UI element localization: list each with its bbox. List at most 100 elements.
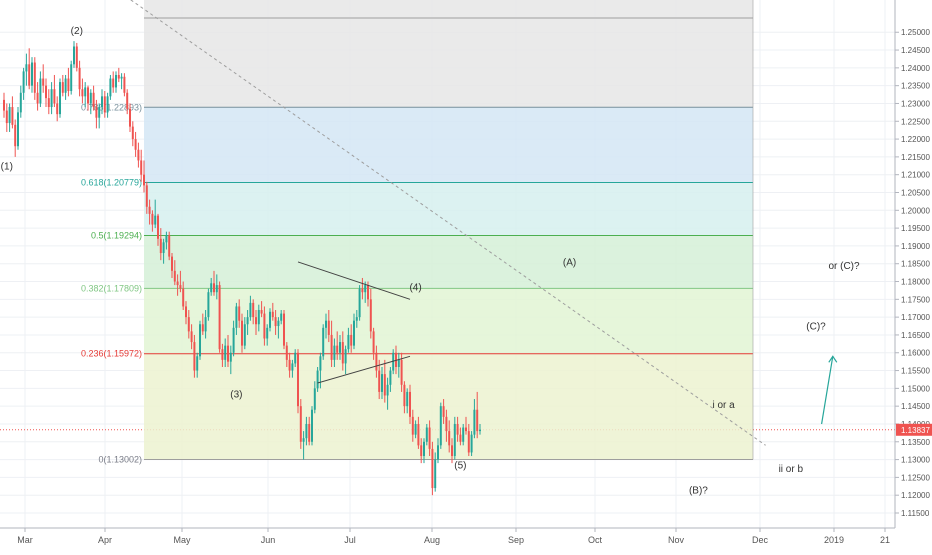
candle-body [260,310,263,314]
candle-body [283,313,285,346]
candle-body [353,320,355,346]
candle-body [221,349,224,360]
candle-body [61,82,64,93]
candle-body [325,320,327,328]
time-tick-label: Jun [261,535,276,545]
time-tick-label: Sep [508,535,524,545]
candle-body [14,124,17,147]
candle-body [126,92,129,109]
candle-body [355,317,358,321]
candle-body [255,317,257,325]
candle-body [316,370,319,389]
price-tick-label: 1.15000 [901,384,930,393]
candle-body [241,320,243,346]
candle-body [168,235,171,257]
candle-body [350,334,353,346]
candle-body [246,317,249,325]
candle-body [479,429,481,432]
candle-body [162,242,165,254]
candle-body [73,46,75,65]
fibonacci-retracement[interactable]: 0.786(1.22893) 0.618(1.20779) 0.5(1.19294)… [81,0,754,465]
candle-body [148,206,151,214]
candle-body [151,213,154,225]
candle-body [103,96,106,113]
wave-label: (5) [454,460,466,471]
candle-body [291,363,294,371]
candle-body [266,327,269,339]
candle-body [224,345,227,360]
price-tick-label: 1.14500 [901,402,930,411]
candle-body [434,459,437,489]
candle-body [280,313,283,321]
candle-body [201,324,204,332]
candle-body [302,438,305,442]
last-price-badge [896,423,932,436]
candle-body [117,74,120,79]
candle-body [199,324,201,357]
price-tick-label: 1.19500 [901,224,930,233]
fib-zone [144,288,753,354]
candle-body [123,76,126,93]
candle-body [193,342,196,371]
candle-body [269,311,271,328]
candle-body [78,67,81,90]
time-tick-label: Apr [98,535,112,545]
fib-zone [144,182,753,236]
candle-body [53,89,56,104]
candle-body [442,406,445,417]
time-tick-label: Jul [344,535,356,545]
fib-zone [144,18,753,108]
candle-body [308,423,311,442]
fib-level-label: 0.618(1.20779) [81,178,142,188]
candle-body [364,285,367,293]
candle-body [473,409,476,435]
candle-body [36,92,39,104]
candle-body [8,107,11,124]
price-tick-label: 1.20000 [901,206,930,215]
wave-label: (2) [71,26,83,37]
candle-body [39,78,42,104]
candle-body [420,445,423,457]
candle-body [81,89,84,97]
price-axis-bg [895,0,932,550]
candle-body [400,359,403,385]
last-price-label: 1.13837 [901,426,930,435]
candle-body [297,352,299,407]
candle-body [437,445,439,460]
time-tick-label: Mar [17,535,33,545]
candle-body [428,427,431,449]
candle-body [22,71,25,93]
candle-body [207,292,210,318]
candle-body [462,427,465,442]
price-tick-label: 1.16500 [901,331,930,340]
price-tick-label: 1.15500 [901,367,930,376]
candle-body [28,64,31,86]
price-tick-label: 1.19000 [901,242,930,251]
candle-body [143,174,145,186]
candle-body [185,306,187,318]
time-tick-label: Aug [424,535,440,545]
candle-body [238,306,241,321]
fib-level-label: 0.786(1.22893) [81,102,142,112]
candle-body [406,391,409,407]
candle-body [451,445,453,457]
price-tick-label: 1.22000 [901,135,930,144]
fib-level-label: 0.236(1.15972) [81,349,142,359]
candle-body [33,62,36,93]
candle-body [227,345,229,362]
candle-body [165,235,168,243]
candle-body [470,434,473,453]
candle-body [448,431,451,446]
candle-body [381,374,383,392]
candle-body [467,431,470,453]
candle-body [409,391,411,417]
candle-body [313,388,316,410]
time-tick-label: Oct [588,535,603,545]
trendline-long-trend [130,0,766,446]
candle-body [465,427,467,432]
candle-body [47,98,50,108]
candle-body [445,416,448,432]
candle-body [115,74,117,88]
candle-body [179,285,182,289]
